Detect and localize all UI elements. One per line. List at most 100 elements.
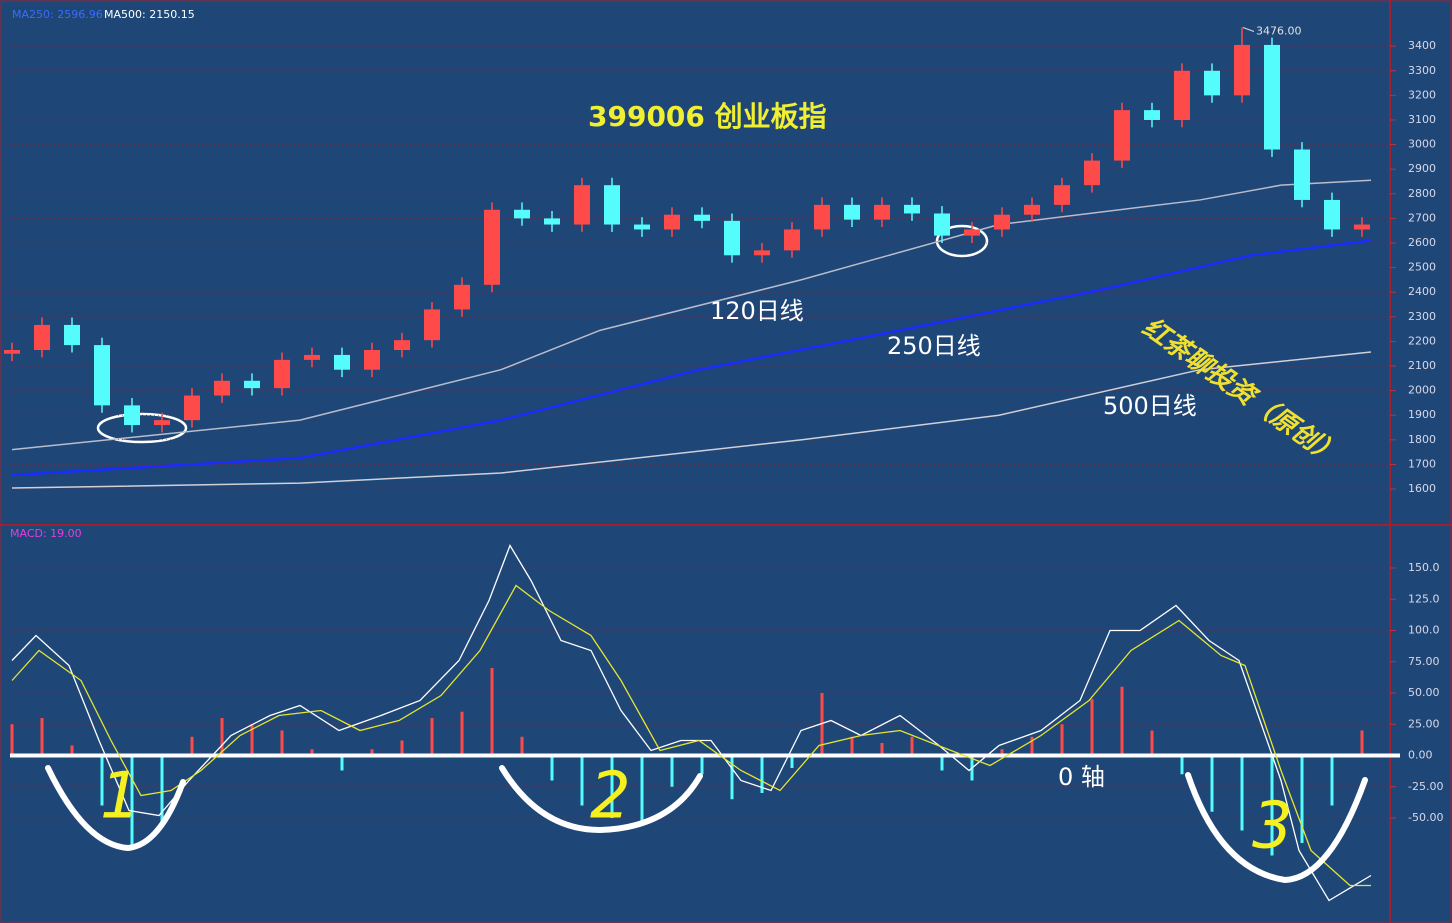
annotation: 3 [1252, 790, 1293, 864]
candle-body [664, 214, 680, 230]
candle-body [694, 214, 710, 221]
highlight-ellipse [935, 224, 989, 258]
y-tick-label: 3200 [1408, 88, 1436, 101]
peak-label: 3476.00 [1256, 24, 1302, 37]
candle-body [274, 359, 290, 389]
moving-average-line [11, 239, 1372, 477]
moving-average-line [11, 179, 1372, 451]
candle-body [424, 309, 440, 341]
candle-body [874, 204, 890, 220]
zero-axis-label: 0 轴 [1058, 763, 1105, 791]
candle-body [574, 185, 590, 225]
candle-body [814, 204, 830, 230]
y-tick-label: 2900 [1408, 162, 1436, 175]
moving-average-line [11, 351, 1372, 489]
candle-body [244, 380, 260, 389]
plot: 1600170018001900200021002200230024002500… [4, 24, 1443, 902]
hand-drawn-curves [45, 765, 1368, 884]
candle-body [844, 204, 860, 220]
candle-body [1114, 110, 1130, 161]
y-tick-label: -50.00 [1408, 811, 1443, 824]
y-tick-label: 3400 [1408, 39, 1436, 52]
line-label: 500日线 [1103, 392, 1197, 420]
candle-body [1204, 70, 1220, 96]
y-tick-label: 2600 [1408, 236, 1436, 249]
annotation: 2 [590, 760, 631, 834]
y-tick-label: 2100 [1408, 359, 1436, 372]
candle-body [4, 350, 20, 354]
y-tick-label: 3000 [1408, 138, 1436, 151]
candle-body [604, 185, 620, 225]
macd-line [11, 544, 1372, 902]
candle-body [724, 220, 740, 256]
y-tick-label: 2300 [1408, 310, 1436, 323]
y-tick-label: 100.0 [1408, 624, 1440, 637]
candle-body [904, 204, 920, 214]
indicator-label: MA250: 2596.96 [12, 8, 103, 21]
candle-body [364, 350, 380, 370]
y-tick-label: 2000 [1408, 384, 1436, 397]
candle-body [1264, 44, 1280, 150]
y-tick-label: 125.0 [1408, 592, 1440, 605]
candle-body [964, 229, 980, 236]
line-label: 120日线 [710, 297, 804, 325]
y-tick-label: 50.00 [1408, 686, 1440, 699]
y-tick-label: 0.00 [1408, 749, 1433, 762]
curve [1185, 772, 1368, 884]
y-tick-label: 2500 [1408, 261, 1436, 274]
highlight-ellipse [96, 412, 188, 444]
candle-body [1234, 44, 1250, 96]
y-tick-label: -25.00 [1408, 780, 1443, 793]
y-tick-label: 2700 [1408, 211, 1436, 224]
y-tick-label: 2200 [1408, 334, 1436, 347]
line-label: 250日线 [887, 332, 981, 360]
y-tick-label: 1900 [1408, 408, 1436, 421]
y-tick-label: 3300 [1408, 64, 1436, 77]
annotation: 1 [100, 760, 141, 834]
candle-body [1144, 110, 1160, 120]
curve [45, 765, 186, 852]
candle-body [634, 224, 650, 230]
chart-title: 399006 创业板指 [588, 100, 827, 133]
candle-body [754, 250, 770, 256]
candle-body [394, 340, 410, 351]
y-tick-label: 2400 [1408, 285, 1436, 298]
candle-body [154, 420, 170, 426]
y-tick-label: 3100 [1408, 113, 1436, 126]
candle-body [1324, 199, 1340, 230]
candle-body [994, 214, 1010, 230]
y-tick-label: 75.00 [1408, 655, 1440, 668]
candle-body [34, 324, 50, 351]
y-tick-label: 25.00 [1408, 717, 1440, 730]
curve [499, 765, 703, 834]
candle-body [304, 354, 320, 360]
candle-body [1294, 149, 1310, 200]
candle-body [1054, 185, 1070, 205]
y-tick-label: 1600 [1408, 482, 1436, 495]
candle-body [64, 324, 80, 346]
candle-body [94, 345, 110, 406]
candle-body [124, 405, 140, 426]
macd-line [11, 584, 1371, 887]
y-tick-label: 1700 [1408, 457, 1436, 470]
y-tick-label: 1800 [1408, 433, 1436, 446]
peak-pointer [1242, 26, 1255, 32]
candle-body [784, 229, 800, 251]
macd-label: MACD: 19.00 [10, 527, 82, 540]
candle-body [1174, 70, 1190, 120]
y-tick-label: 150.0 [1408, 561, 1440, 574]
candle-body [1024, 204, 1040, 215]
candle-body [454, 284, 470, 310]
candle-body [1084, 160, 1100, 186]
y-tick-label: 2800 [1408, 187, 1436, 200]
candle-body [334, 354, 350, 370]
candle-body [544, 218, 560, 225]
candle-body [514, 209, 530, 219]
candle-body [1354, 224, 1370, 230]
candle-body [214, 380, 230, 396]
candle-body [184, 395, 200, 421]
